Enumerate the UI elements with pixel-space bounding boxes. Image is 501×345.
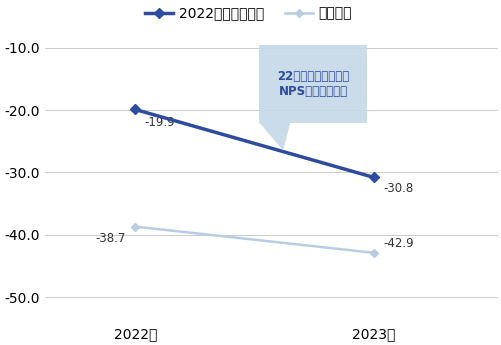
Text: -19.9: -19.9 (145, 116, 175, 129)
業界平均 (370, 251, 376, 255)
Text: -42.9: -42.9 (383, 237, 413, 250)
Text: 22年の上位企業での
NPSが大きく低下: 22年の上位企業での NPSが大きく低下 (277, 70, 348, 98)
Line: 業界平均: 業界平均 (132, 224, 376, 256)
FancyBboxPatch shape (259, 45, 366, 122)
Legend: 2022年の上位企業, 業界平均: 2022年の上位企業, 業界平均 (140, 1, 357, 26)
Text: -30.8: -30.8 (383, 183, 413, 195)
Text: -38.7: -38.7 (95, 231, 125, 245)
Line: 2022年の上位企業: 2022年の上位企業 (132, 106, 377, 181)
Polygon shape (259, 122, 290, 151)
2022年の上位企業 (132, 107, 138, 111)
業界平均 (132, 225, 138, 229)
2022年の上位企業 (370, 175, 376, 179)
